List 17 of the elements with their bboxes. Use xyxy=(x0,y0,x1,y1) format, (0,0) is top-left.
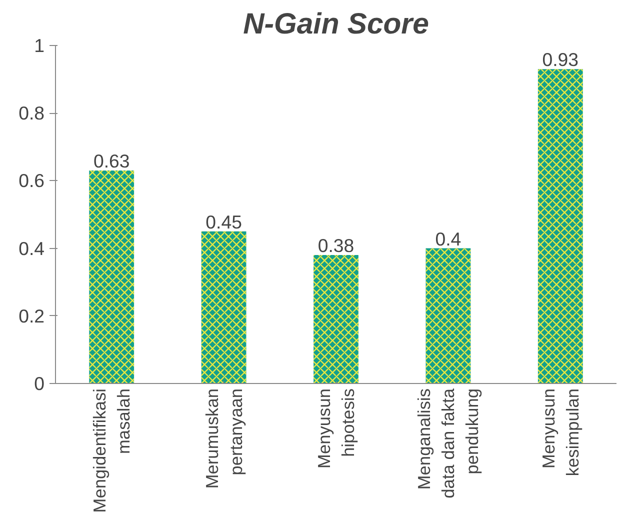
y-tick-label: 0.6 xyxy=(18,170,45,192)
y-tick-label: 0.2 xyxy=(18,305,45,326)
y-tick-label: 0.8 xyxy=(18,102,45,124)
x-tick-label: Mengidentifikasi masalah xyxy=(90,388,134,513)
y-tick-label: 0.4 xyxy=(18,238,45,259)
x-tick-label: Menyusun kesimpulan xyxy=(538,388,582,476)
data-label: 0.4 xyxy=(435,228,462,250)
x-tick-label: Menyusun hipotesis xyxy=(314,388,358,468)
data-label: 0.93 xyxy=(542,49,579,70)
data-label: 0.45 xyxy=(206,211,242,232)
x-tick-label: Menganalisis data dan fakta pendukung xyxy=(414,388,482,498)
y-tick-label: 0 xyxy=(34,373,45,394)
x-tick-label: Merumuskan pertanyaan xyxy=(202,388,246,489)
data-label: 0.63 xyxy=(93,150,130,172)
data-label: 0.38 xyxy=(318,235,354,256)
chart-title: N-Gain Score xyxy=(243,8,429,40)
y-tick-label: 1 xyxy=(34,35,45,56)
